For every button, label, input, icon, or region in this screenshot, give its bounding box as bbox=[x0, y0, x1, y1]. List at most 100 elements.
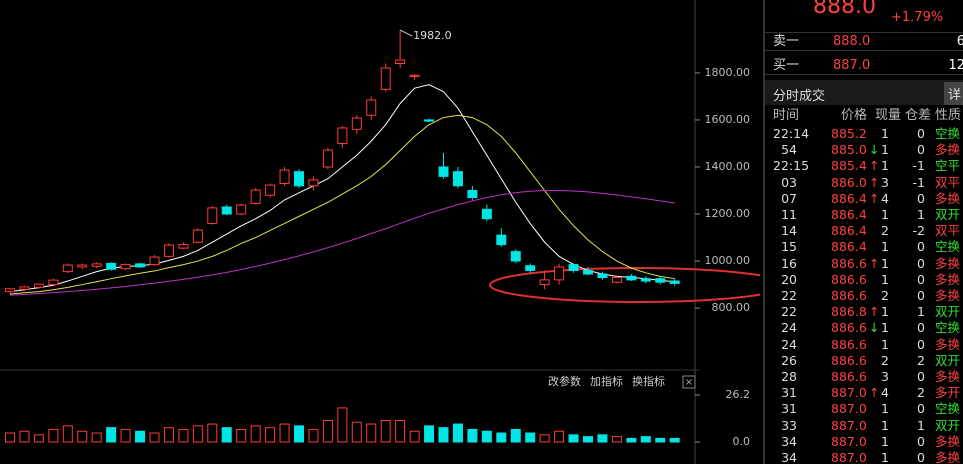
quantity: 1 bbox=[881, 320, 889, 336]
nature: 双平 bbox=[935, 223, 961, 239]
quantity: 1 bbox=[881, 417, 889, 433]
time: 07 bbox=[781, 190, 797, 206]
volume-bar bbox=[640, 436, 651, 443]
nature: 多换 bbox=[935, 142, 961, 158]
candle-body bbox=[48, 279, 59, 286]
trade-row: 22:14 885.2 1 0 空换 bbox=[765, 126, 963, 142]
candle-body bbox=[438, 166, 449, 177]
time: 31 bbox=[781, 385, 797, 401]
candle-body bbox=[597, 273, 608, 279]
candle-body bbox=[395, 59, 406, 64]
position-change: 0 bbox=[917, 288, 925, 303]
trade-price: 886.6 bbox=[831, 369, 867, 384]
candle-body bbox=[279, 169, 290, 184]
time: 31 bbox=[781, 401, 797, 417]
volume-bar bbox=[539, 434, 550, 443]
volume-bar bbox=[669, 437, 680, 443]
candle-body bbox=[568, 264, 579, 271]
position-change: 1 bbox=[917, 417, 925, 433]
trade-row: 31 887.0 ↑ 4 2 多开 bbox=[765, 385, 963, 401]
trade-row: 33 887.0 1 1 双开 bbox=[765, 418, 963, 434]
volume-bar bbox=[308, 428, 319, 443]
trade-row: 24 886.6 1 0 多换 bbox=[765, 337, 963, 353]
time: 22:15 bbox=[773, 158, 810, 174]
candle-body bbox=[149, 256, 160, 266]
section-bar: 分时成交 详 bbox=[765, 80, 963, 105]
close-icon[interactable]: × bbox=[685, 377, 693, 388]
trade-price: 886.6 bbox=[831, 320, 867, 336]
candle-body bbox=[525, 265, 536, 271]
nature: 空平 bbox=[935, 158, 961, 174]
volume-bar bbox=[337, 407, 348, 443]
y-tick-label: 1400.00 bbox=[705, 160, 751, 173]
detail-button[interactable]: 详 bbox=[943, 82, 963, 105]
volume-bar bbox=[597, 434, 608, 443]
candle-body bbox=[106, 262, 117, 270]
trend-arrow: ↑ bbox=[869, 385, 880, 401]
price: 888.0 bbox=[813, 0, 876, 19]
candle-body bbox=[611, 277, 622, 283]
close-button[interactable] bbox=[682, 375, 696, 389]
volume-bar bbox=[611, 436, 622, 443]
time: 24 bbox=[781, 320, 797, 336]
trade-price: 885.0 bbox=[831, 142, 867, 158]
candle-body bbox=[192, 229, 203, 243]
y-tick-label: 1200.00 bbox=[705, 207, 751, 220]
volume-bar bbox=[77, 430, 88, 443]
quantity: 3 bbox=[881, 369, 889, 384]
time: 11 bbox=[781, 207, 797, 222]
trade-price: 886.0 bbox=[831, 174, 867, 190]
trade-row: 24 886.6 ↓ 1 0 空换 bbox=[765, 320, 963, 336]
toolbar-button[interactable]: 加指标 bbox=[590, 374, 623, 388]
y-tick-label: 26.2 bbox=[726, 388, 751, 401]
nature: 空换 bbox=[935, 126, 961, 141]
position-change: 0 bbox=[917, 336, 925, 352]
candle-body bbox=[308, 179, 319, 187]
nature: 多换 bbox=[935, 271, 961, 287]
volume-bar bbox=[207, 423, 218, 443]
candle-body bbox=[207, 207, 218, 224]
time: 16 bbox=[781, 255, 797, 271]
time: 22:14 bbox=[773, 126, 810, 141]
toolbar-button[interactable]: 换指标 bbox=[632, 374, 665, 388]
trade-row: 31 887.0 1 0 空换 bbox=[765, 401, 963, 417]
book-volume: 12 bbox=[948, 58, 963, 73]
volume-bar bbox=[395, 419, 406, 443]
moving-average bbox=[9, 84, 675, 293]
trade-price: 886.4 bbox=[831, 239, 867, 255]
candle-body bbox=[294, 171, 304, 187]
nature: 双开 bbox=[935, 417, 961, 433]
nature: 多换 bbox=[935, 433, 961, 449]
quantity: 2 bbox=[881, 223, 889, 239]
volume-bar bbox=[510, 428, 521, 443]
trade-price: 886.4 bbox=[831, 207, 867, 222]
candle-body bbox=[62, 264, 73, 273]
volume-bar bbox=[48, 428, 59, 443]
time: 34 bbox=[781, 433, 797, 449]
volume-bar bbox=[149, 432, 160, 443]
trade-price: 887.0 bbox=[831, 433, 867, 449]
trade-price: 886.8 bbox=[831, 304, 867, 320]
candle-body bbox=[33, 283, 44, 288]
trade-row: 15 886.4 1 0 空换 bbox=[765, 239, 963, 255]
volume-bar bbox=[33, 434, 44, 443]
position-change: 1 bbox=[917, 207, 925, 222]
volume-bar bbox=[236, 428, 247, 443]
candle-body bbox=[380, 67, 391, 90]
candle-body bbox=[409, 74, 420, 77]
nature: 多换 bbox=[935, 369, 961, 384]
quantity: 1 bbox=[881, 207, 889, 222]
trade-row: 20 886.6 1 0 多换 bbox=[765, 272, 963, 288]
nature: 多换 bbox=[935, 255, 961, 271]
candle-body bbox=[250, 189, 261, 204]
volume-bar bbox=[250, 425, 261, 443]
book-price: 888.0 bbox=[833, 34, 871, 49]
trade-row: 07 886.4 ↑ 4 0 多换 bbox=[765, 191, 963, 207]
candle-body bbox=[120, 264, 131, 270]
trade-row: 03 886.0 ↑ 3 -1 双平 bbox=[765, 175, 963, 191]
position-change: 0 bbox=[917, 190, 925, 206]
book-row: 卖一 888.0 6 bbox=[765, 34, 963, 51]
toolbar-button[interactable]: 改参数 bbox=[548, 374, 581, 388]
highlight-ellipse bbox=[489, 267, 787, 303]
volume-bar bbox=[583, 436, 593, 443]
